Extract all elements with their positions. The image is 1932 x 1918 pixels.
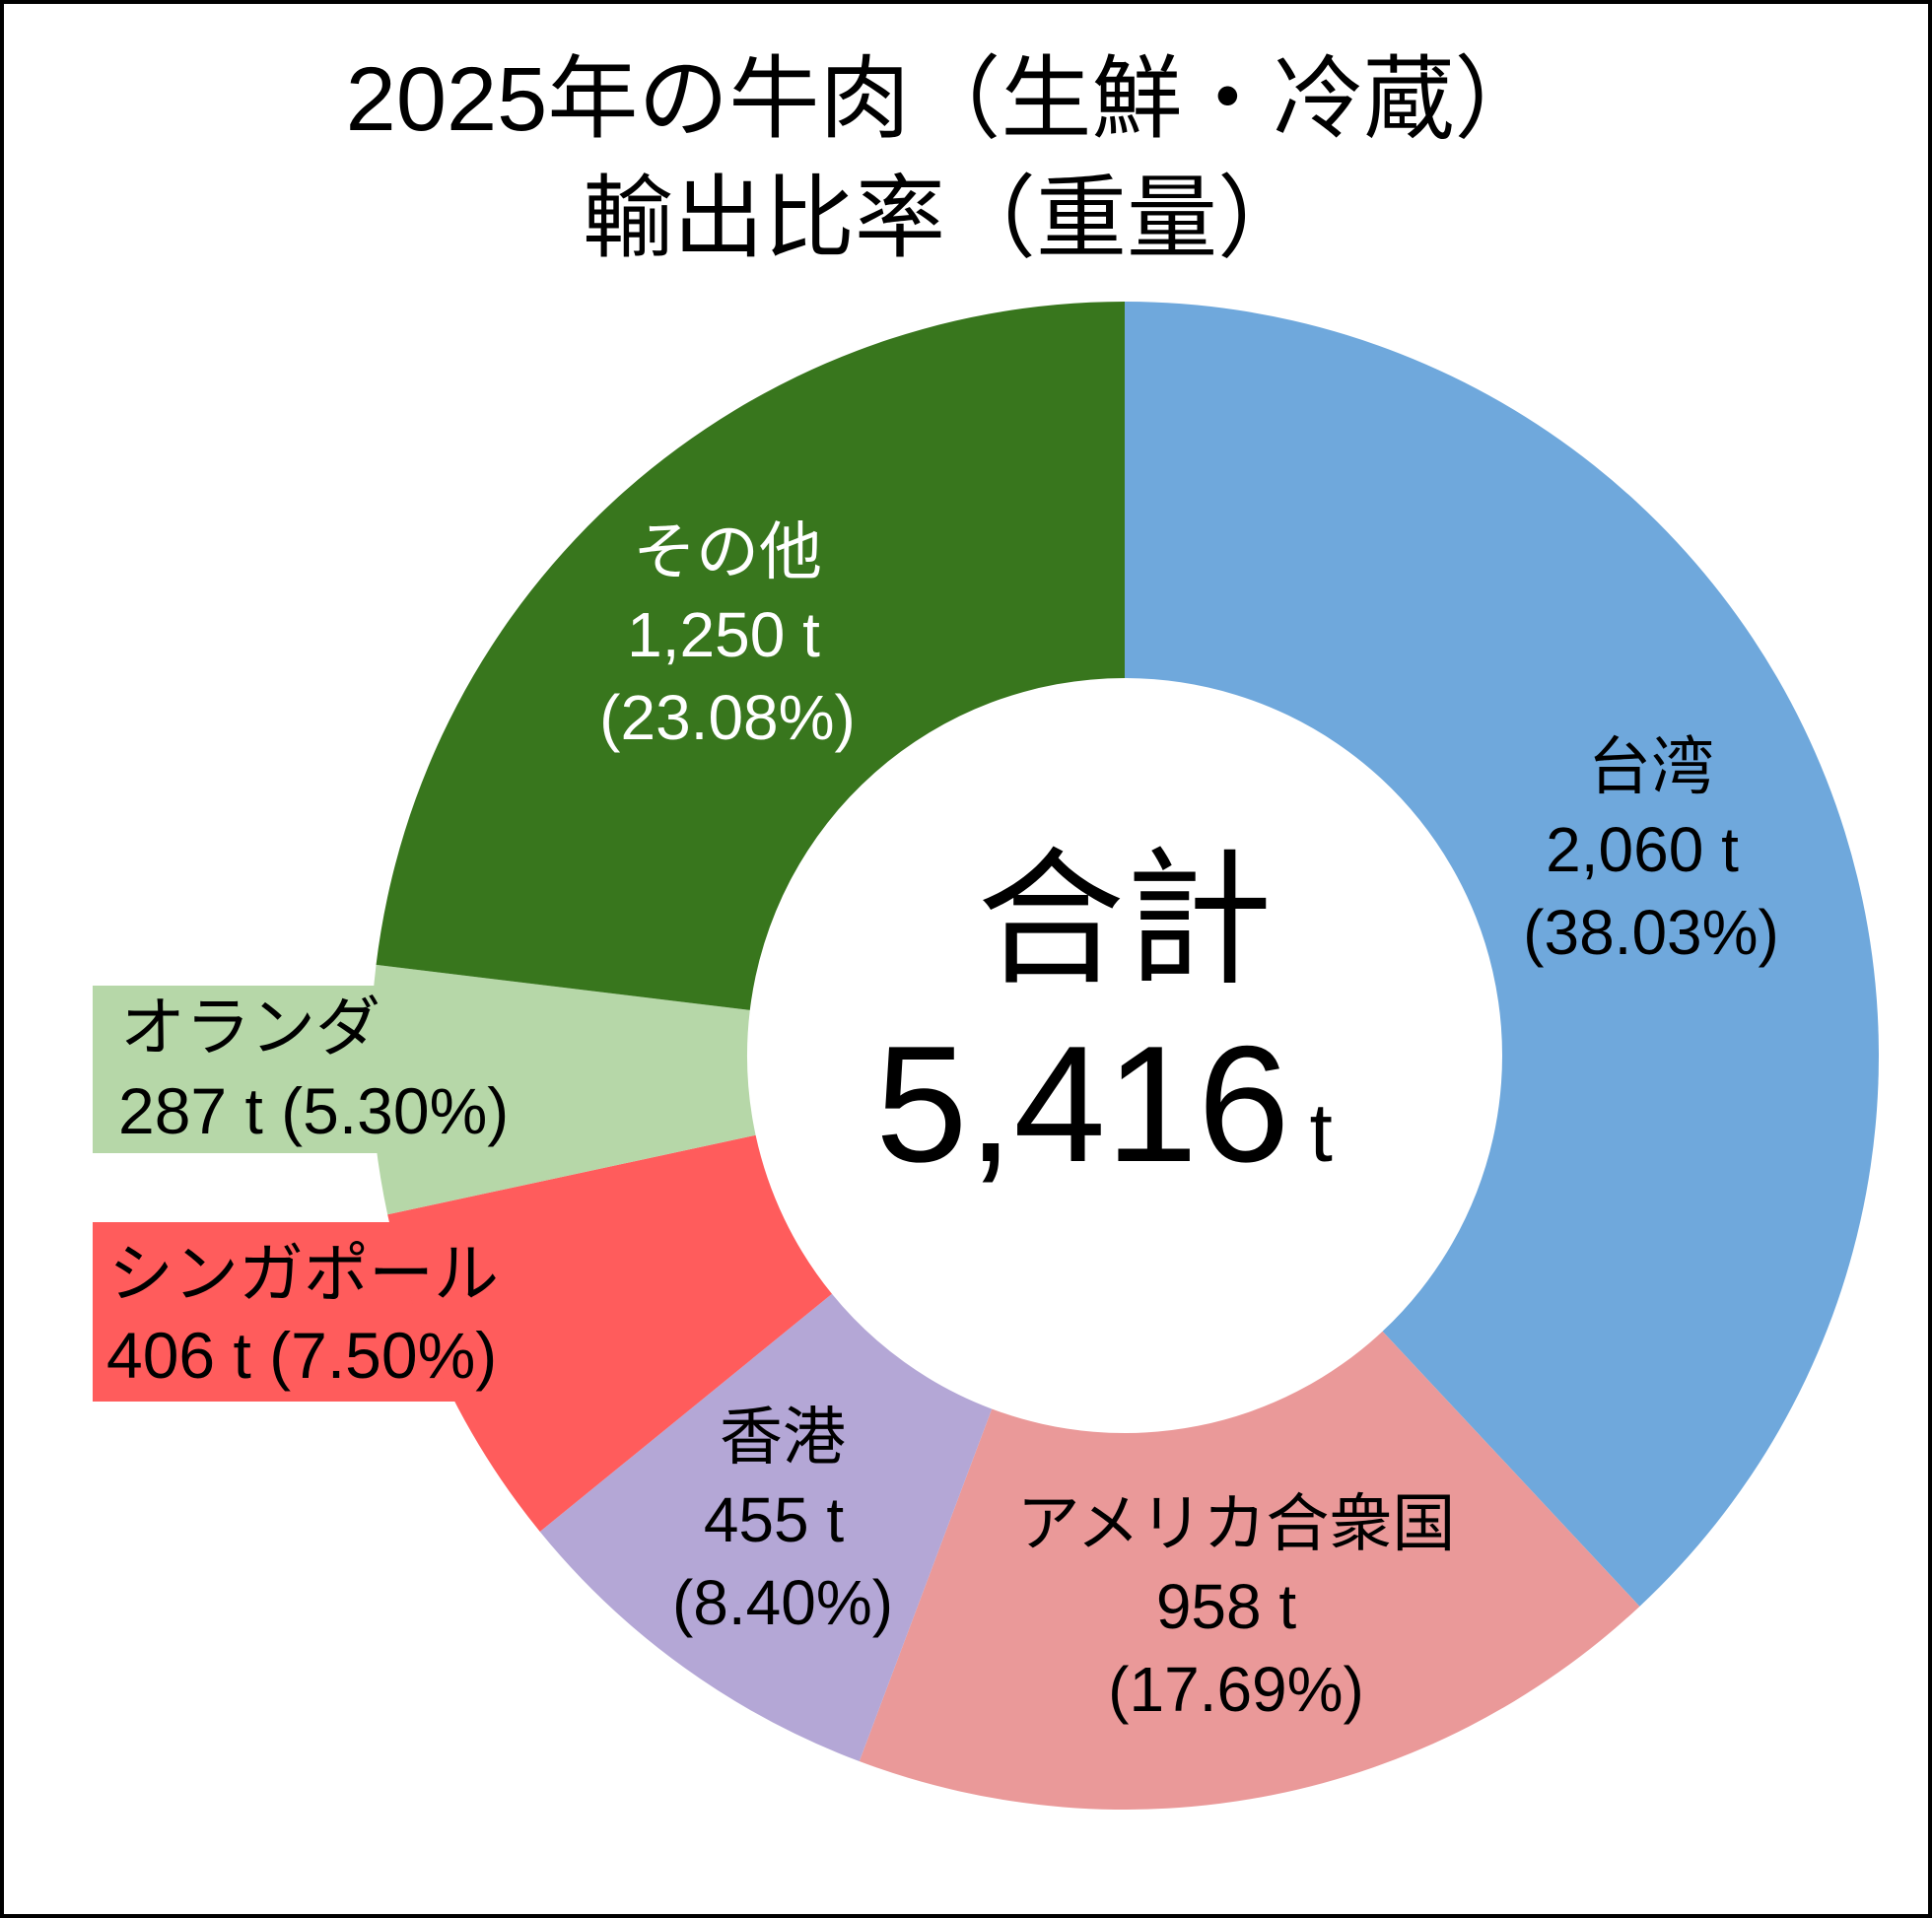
data-label-singapore: シンガポール 406 t (7.50%) (106, 1237, 499, 1392)
data-label-hongkong: 香港 455 t (8.40%) (672, 1402, 893, 1638)
label-box-netherlands (93, 986, 408, 1153)
data-label-value: 958 t (1156, 1571, 1297, 1642)
data-label-netherlands: オランダ 287 t (5.30%) (118, 991, 509, 1147)
data-label-percent: (23.08%) (599, 682, 856, 753)
chart-title-line-2: 輸出比率（重量） (583, 169, 1308, 269)
data-label-usa: アメリカ合衆国 958 t (17.69%) (1017, 1488, 1456, 1725)
center-total-unit: t (1310, 1086, 1333, 1179)
data-label-percent: (17.69%) (1108, 1654, 1364, 1725)
slice-2 (539, 1293, 993, 1762)
data-label-value: 2,060 t (1546, 814, 1739, 885)
slices-group (371, 301, 1880, 1811)
data-label-value: 287 t (5.30%) (118, 1074, 509, 1147)
slice-4 (371, 964, 756, 1215)
data-label-value: 406 t (7.50%) (106, 1319, 497, 1392)
data-label-percent: (38.03%) (1523, 897, 1779, 968)
slice-0 (1125, 302, 1880, 1607)
data-label-name: 台湾 (1588, 731, 1714, 802)
data-label-name: オランダ (120, 991, 380, 1063)
chart-title-line-1: 2025年の牛肉（生鮮・冷蔵） (346, 49, 1546, 150)
slice-5 (376, 301, 1125, 1010)
data-label-percent: (8.40%) (672, 1567, 893, 1638)
center-total-label: 合計 (977, 837, 1273, 1002)
data-label-name: その他 (633, 516, 822, 587)
slice-1 (859, 1331, 1640, 1811)
data-label-name: 香港 (720, 1402, 846, 1473)
data-label-taiwan: 台湾 2,060 t (38.03%) (1523, 731, 1779, 968)
center-total-value: 5,416 t (875, 1011, 1333, 1197)
data-label-value: 1,250 t (627, 599, 820, 670)
data-label-value: 455 t (704, 1484, 845, 1555)
data-label-name: シンガポール (108, 1237, 499, 1310)
center-total-number: 5,416 (875, 1011, 1289, 1197)
data-label-other: その他 1,250 t (23.08%) (599, 516, 856, 753)
data-label-name: アメリカ合衆国 (1017, 1488, 1456, 1559)
slice-3 (387, 1134, 832, 1532)
